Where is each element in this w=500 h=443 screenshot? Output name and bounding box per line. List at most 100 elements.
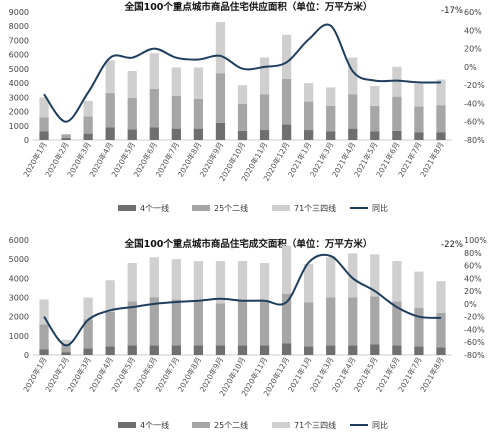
bar-25个二线 (215, 303, 226, 346)
bar-71个三四线 (149, 257, 159, 298)
bar-71个三四线 (215, 261, 226, 304)
bar-4个一线 (392, 345, 402, 355)
bar-71个三四线 (348, 253, 358, 298)
bar-25个二线 (149, 297, 159, 346)
bar-4个一线 (127, 129, 137, 140)
bar-4个一线 (215, 122, 226, 140)
bar-4个一线 (304, 130, 314, 140)
bar-25个二线 (39, 117, 49, 132)
y-tick-label: 5000 (9, 255, 29, 264)
y-tick-label: 4000 (9, 274, 29, 283)
legend-swatch-4个一线 (118, 422, 136, 428)
bar-25个二线 (259, 301, 270, 346)
bar-25个二线 (83, 319, 93, 349)
legend-label: 同比 (372, 420, 388, 430)
bar-71个三四线 (39, 97, 49, 118)
bar-25个二线 (326, 105, 336, 132)
bar-4个一线 (105, 346, 115, 356)
bar-4个一线 (149, 345, 159, 355)
legend-swatch-71个三四线 (272, 205, 290, 211)
bar-4个一线 (436, 347, 446, 355)
bar-71个三四线 (304, 263, 314, 303)
bar-25个二线 (326, 297, 336, 346)
bar-4个一线 (304, 346, 314, 356)
bar-71个三四线 (171, 259, 181, 300)
legend-label: 同比 (372, 203, 388, 213)
y-tick-label: 5000 (9, 65, 29, 74)
bar-4个一线 (414, 132, 424, 140)
bar-25个二线 (61, 344, 71, 353)
bar-4个一线 (83, 348, 93, 355)
y-tick-label: 7000 (9, 36, 29, 45)
bar-25个二线 (193, 301, 204, 346)
bar-71个三四线 (83, 297, 93, 320)
bar-25个二线 (436, 105, 446, 133)
bar-25个二线 (105, 311, 115, 347)
bar-25个二线 (105, 93, 115, 128)
bar-71个三四线 (304, 83, 314, 102)
bar-71个三四线 (171, 67, 181, 96)
bar-4个一线 (326, 345, 336, 355)
bar-4个一线 (127, 345, 137, 355)
y-tick-label: 6000 (9, 51, 29, 60)
annotation-label: -17% (441, 6, 463, 16)
bar-4个一线 (215, 345, 226, 355)
y2-tick-label: 0% (464, 300, 477, 309)
bar-4个一线 (39, 349, 49, 355)
bar-4个一线 (171, 128, 181, 140)
bar-4个一线 (237, 130, 248, 140)
y2-tick-label: -40% (464, 325, 485, 334)
bar-25个二线 (171, 95, 181, 129)
bar-71个三四线 (414, 271, 424, 309)
legend-label: 4个一线 (140, 203, 169, 213)
y-tick-label: 8000 (9, 22, 29, 31)
bar-25个二线 (304, 101, 314, 131)
bar-71个三四线 (105, 280, 115, 312)
bar-71个三四线 (127, 263, 137, 302)
bar-71个三四线 (370, 85, 380, 106)
bar-25个二线 (149, 88, 159, 128)
y2-tick-label: 40% (464, 274, 482, 283)
y2-tick-label: -40% (464, 99, 485, 108)
bar-25个二线 (436, 312, 446, 348)
bar-4个一线 (392, 130, 402, 140)
bar-4个一线 (436, 132, 446, 140)
bar-71个三四线 (259, 263, 270, 302)
bar-71个三四线 (392, 66, 402, 97)
bar-71个三四线 (259, 57, 270, 95)
bar-25个二线 (414, 106, 424, 133)
bar-4个一线 (348, 128, 358, 140)
legend-label: 25个二线 (214, 203, 248, 213)
legend-swatch-25个二线 (192, 205, 210, 211)
bar-71个三四线 (370, 254, 380, 297)
bar-25个二线 (193, 98, 204, 129)
bar-4个一线 (348, 345, 358, 355)
bar-4个一线 (105, 127, 115, 140)
y-tick-label: 4000 (9, 79, 29, 88)
bar-4个一线 (370, 344, 380, 355)
bar-71个三四线 (436, 79, 446, 106)
bar-71个三四线 (392, 261, 402, 302)
bar-4个一线 (414, 346, 424, 356)
legend-swatch-71个三四线 (272, 422, 290, 428)
legend-label: 4个一线 (140, 420, 169, 430)
bar-71个三四线 (237, 261, 248, 302)
bar-4个一线 (259, 130, 270, 140)
bar-4个一线 (39, 131, 49, 140)
legend-label: 71个三四线 (294, 420, 336, 430)
bar-71个三四线 (193, 67, 204, 99)
bar-25个二线 (370, 296, 380, 345)
chart-title: 全国100个重点城市商品住宅成交面积（单位：万平方米） (124, 238, 373, 250)
bar-25个二线 (392, 96, 402, 131)
bar-25个二线 (281, 293, 292, 344)
y-tick-label: 1000 (9, 122, 29, 131)
legend-label: 25个二线 (214, 420, 248, 430)
y-tick-label: 2000 (9, 313, 29, 322)
bar-25个二线 (414, 308, 424, 347)
legend-swatch-25个二线 (192, 422, 210, 428)
y2-tick-label: -60% (464, 118, 485, 127)
bar-71个三四线 (61, 339, 71, 345)
bar-4个一线 (237, 345, 248, 355)
y2-tick-label: 60% (464, 8, 482, 17)
